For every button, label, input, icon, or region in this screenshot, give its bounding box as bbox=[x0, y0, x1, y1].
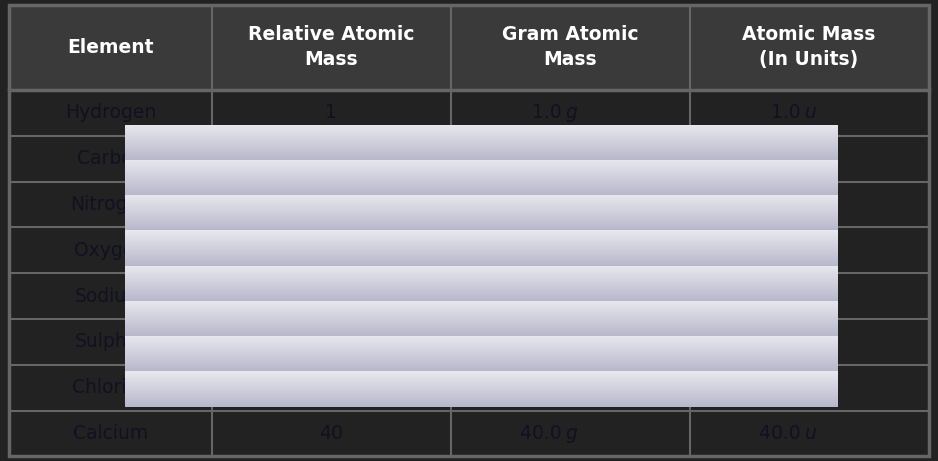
Text: 35.5: 35.5 bbox=[759, 378, 805, 397]
Text: 14.0: 14.0 bbox=[759, 195, 805, 214]
Text: 32.0: 32.0 bbox=[759, 332, 805, 351]
Bar bbox=[212, 5, 450, 90]
Text: 23.0: 23.0 bbox=[759, 287, 805, 306]
Text: 40: 40 bbox=[319, 424, 343, 443]
Text: 16.0: 16.0 bbox=[521, 241, 566, 260]
Text: 32: 32 bbox=[319, 332, 343, 351]
Text: u: u bbox=[805, 103, 816, 122]
Text: u: u bbox=[805, 378, 816, 397]
Text: g: g bbox=[566, 424, 577, 443]
Bar bbox=[9, 5, 212, 90]
Text: 40.0: 40.0 bbox=[520, 424, 566, 443]
Text: 1: 1 bbox=[325, 103, 337, 122]
Text: 40.0: 40.0 bbox=[759, 424, 805, 443]
Text: Chlorine: Chlorine bbox=[71, 378, 149, 397]
Text: g: g bbox=[566, 103, 577, 122]
Text: 23.0: 23.0 bbox=[521, 287, 566, 306]
Text: Atomic Mass
(In Units): Atomic Mass (In Units) bbox=[743, 25, 876, 69]
Text: Hydrogen: Hydrogen bbox=[65, 103, 156, 122]
Bar bbox=[450, 5, 689, 90]
Text: Gram Atomic
Mass: Gram Atomic Mass bbox=[502, 25, 639, 69]
Text: Element: Element bbox=[68, 38, 154, 57]
Text: u: u bbox=[805, 241, 816, 260]
Text: u: u bbox=[805, 149, 816, 168]
Text: 35.5: 35.5 bbox=[521, 378, 566, 397]
Text: Relative Atomic
Mass: Relative Atomic Mass bbox=[248, 25, 415, 69]
Text: Sulphur: Sulphur bbox=[74, 332, 146, 351]
Text: 1.0: 1.0 bbox=[771, 103, 805, 122]
Text: u: u bbox=[805, 195, 816, 214]
Text: u: u bbox=[805, 332, 816, 351]
Text: 1.0: 1.0 bbox=[532, 103, 566, 122]
Text: 12.0: 12.0 bbox=[521, 149, 566, 168]
Text: u: u bbox=[805, 424, 816, 443]
Text: g: g bbox=[566, 287, 577, 306]
Text: Carbon: Carbon bbox=[77, 149, 144, 168]
Text: u: u bbox=[805, 287, 816, 306]
Text: 16: 16 bbox=[319, 241, 343, 260]
Text: 32.0: 32.0 bbox=[521, 332, 566, 351]
Text: g: g bbox=[566, 195, 577, 214]
Text: 12: 12 bbox=[319, 149, 343, 168]
Text: g: g bbox=[566, 332, 577, 351]
Text: 14: 14 bbox=[319, 195, 343, 214]
Text: 16.0: 16.0 bbox=[759, 241, 805, 260]
Text: Calcium: Calcium bbox=[73, 424, 148, 443]
Text: g: g bbox=[566, 378, 577, 397]
Text: 35.5: 35.5 bbox=[310, 378, 352, 397]
Text: g: g bbox=[566, 149, 577, 168]
Text: 23: 23 bbox=[319, 287, 343, 306]
Text: 12.0: 12.0 bbox=[759, 149, 805, 168]
Text: 14.0: 14.0 bbox=[520, 195, 566, 214]
Text: g: g bbox=[566, 241, 577, 260]
Text: Sodium: Sodium bbox=[75, 287, 145, 306]
Text: Oxygen: Oxygen bbox=[74, 241, 146, 260]
Bar bbox=[689, 5, 929, 90]
Text: Nitrogen: Nitrogen bbox=[70, 195, 151, 214]
